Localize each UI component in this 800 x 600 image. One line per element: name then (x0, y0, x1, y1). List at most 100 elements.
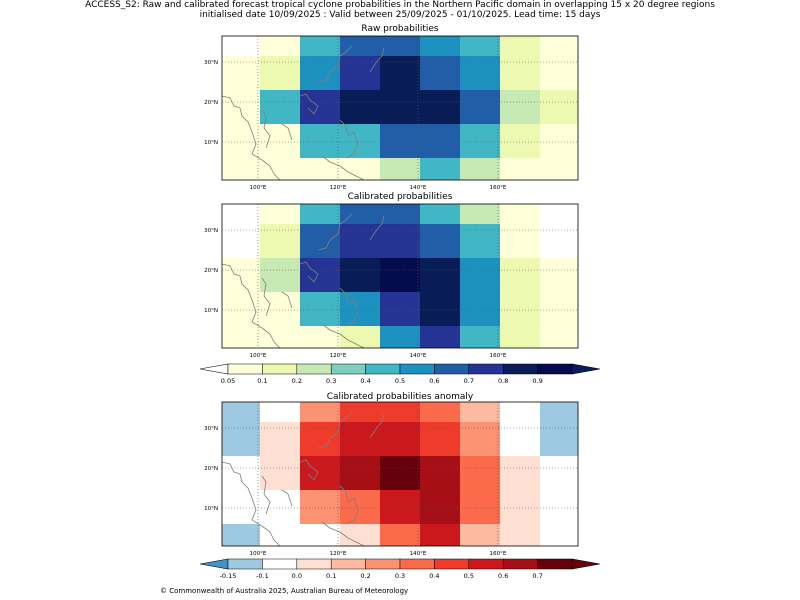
colorbar-tick-label: 0.1 (257, 377, 267, 385)
colorbar-tick-label: 0.8 (498, 377, 508, 385)
latitude-tick-label: 10°N (204, 140, 218, 146)
longitude-tick-label: 100°E (250, 551, 267, 557)
grid-cell (460, 258, 500, 292)
colorbar-over-arrow (571, 363, 601, 375)
copyright-footer: © Commonwealth of Australia 2025, Austra… (160, 587, 409, 595)
grid-cell (420, 292, 460, 326)
grid-cell (222, 158, 260, 180)
grid-cell (340, 124, 380, 158)
grid-cell (260, 422, 300, 456)
grid-cell (540, 456, 578, 490)
grid-cell (260, 204, 300, 224)
grid-cell (260, 90, 300, 124)
grid-cell (420, 90, 460, 124)
grid-cell (540, 90, 578, 124)
grid-cell (540, 490, 578, 524)
grid-cell (540, 224, 578, 258)
grid-cell (540, 258, 578, 292)
grid-cell (420, 204, 460, 224)
grid-cell (300, 158, 340, 180)
latitude-tick-label: 30°N (204, 60, 218, 66)
grid-cell (300, 524, 340, 546)
grid-cell (500, 158, 540, 180)
grid-cell (300, 456, 340, 490)
grid-cell (500, 524, 540, 546)
anomaly-panel-title: Calibrated probabilities anomaly (326, 392, 474, 402)
grid-cell (222, 422, 260, 456)
colorbar-tick-label: 0.6 (498, 572, 508, 580)
grid-cell (500, 36, 540, 56)
grid-cell (260, 292, 300, 326)
grid-cell (222, 124, 260, 158)
grid-cell (340, 158, 380, 180)
colorbar-tick-label: 0.9 (532, 377, 542, 385)
grid-cell (340, 326, 380, 348)
grid-cell (380, 402, 420, 422)
colorbar-under-arrow (199, 558, 229, 570)
grid-cell (222, 456, 260, 490)
grid-cell (340, 524, 380, 546)
longitude-tick-label: 120°E (330, 353, 347, 359)
grid-cell (500, 422, 540, 456)
latitude-tick-label: 10°N (204, 308, 218, 314)
figure-title-line-2: initialised date 10/09/2025 : Valid betw… (199, 10, 601, 20)
grid-cell (500, 490, 540, 524)
grid-cell (460, 56, 500, 90)
grid-cell (420, 402, 460, 422)
colorbar-segment (399, 363, 435, 375)
grid-cell (260, 258, 300, 292)
grid-cell (380, 292, 420, 326)
colorbar-segment (227, 558, 263, 570)
grid-cell (380, 524, 420, 546)
grid-cell (300, 490, 340, 524)
longitude-tick-label: 160°E (490, 551, 507, 557)
grid-cell (340, 258, 380, 292)
grid-cell (260, 36, 300, 56)
anomaly-map: 100°E 120°E 140°E 160°E 30°N 20°N 10°N (204, 401, 579, 557)
grid-cell (260, 124, 300, 158)
colorbar-tick-label: 0.1 (326, 572, 336, 580)
grid-cell (460, 224, 500, 258)
grid-cell (540, 402, 578, 422)
grid-cell (420, 56, 460, 90)
colorbar-segment (227, 363, 263, 375)
grid-cell (380, 158, 420, 180)
colorbar-segment (399, 558, 435, 570)
latitude-tick-label: 30°N (204, 228, 218, 234)
grid-cell (540, 422, 578, 456)
colorbar-segment (434, 558, 470, 570)
colorbar-tick-label: 0.2 (292, 377, 302, 385)
colorbar-segment (262, 558, 298, 570)
longitude-tick-label: 120°E (330, 551, 347, 557)
grid-cell (540, 524, 578, 546)
colorbar-tick-label: 0.6 (429, 377, 439, 385)
grid-cell (380, 124, 420, 158)
grid-cell (222, 326, 260, 348)
colorbar-tick-label: 0.4 (360, 377, 370, 385)
grid-cell (222, 204, 260, 224)
grid-cell (340, 456, 380, 490)
grid-cell (300, 204, 340, 224)
grid-cell (300, 56, 340, 90)
map-frame (221, 35, 579, 181)
grid-cell (260, 402, 300, 422)
grid-cell (540, 292, 578, 326)
grid-cell (380, 326, 420, 348)
map-frame (221, 401, 579, 547)
longitude-tick-label: 140°E (410, 185, 427, 191)
grid-cell (460, 90, 500, 124)
grid-cell (420, 224, 460, 258)
longitude-tick-label: 140°E (410, 353, 427, 359)
grid-cell (380, 204, 420, 224)
raw-probabilities-map: 100°E 120°E 140°E 160°E 30°N 20°N 10°N (204, 35, 579, 191)
colorbar-segment (537, 558, 573, 570)
colorbar-segment (537, 363, 573, 375)
grid-cell (500, 402, 540, 422)
grid-cell (540, 326, 578, 348)
grid-cell (500, 258, 540, 292)
grid-cell (380, 36, 420, 56)
grid-cell (340, 490, 380, 524)
grid-cell (420, 490, 460, 524)
colorbar-tick-label: 0.3 (395, 572, 405, 580)
grid-cell (420, 124, 460, 158)
